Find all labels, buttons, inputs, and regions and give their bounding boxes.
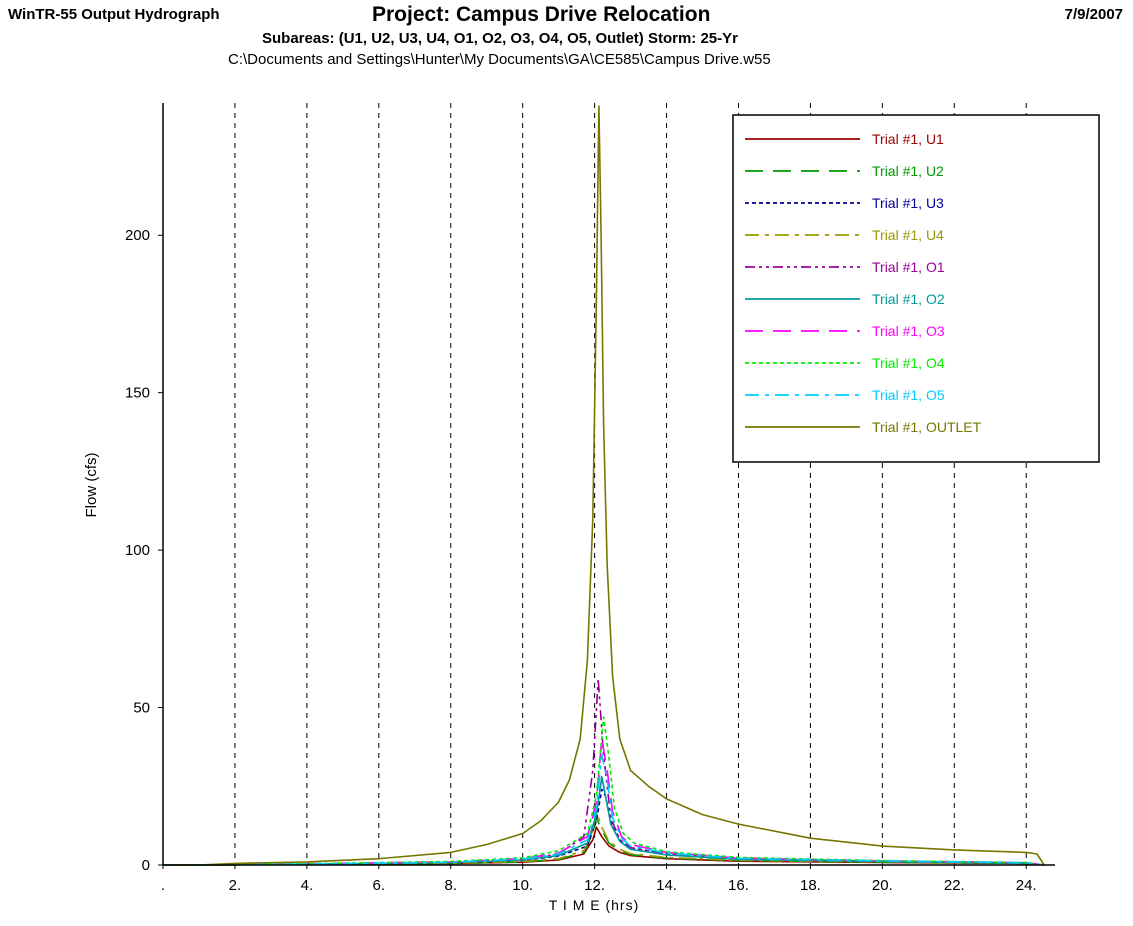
x-tick-label: 22. [944,877,965,894]
y-tick-label: 50 [133,700,150,717]
series-line-o4 [163,716,1045,866]
series-line-outlet [163,105,1045,866]
y-axis-label: Flow (cfs) [83,453,100,518]
y-tick-label: 150 [125,385,150,402]
x-tick-label: 14. [656,877,677,894]
legend-label: Trial #1, O1 [872,259,945,275]
x-tick-label: 24. [1016,877,1037,894]
app-title: WinTR-55 Output Hydrograph [8,6,220,23]
x-tick-label: 10. [512,877,533,894]
x-tick-label: 18. [800,877,821,894]
y-tick-label: 200 [125,227,150,244]
legend-box [732,114,1100,463]
series-line-u2 [163,816,1045,866]
report-date: 7/9/2007 [1064,6,1123,23]
legend-label: Trial #1, U2 [872,163,944,179]
legend-label: Trial #1, U3 [872,195,944,211]
x-tick-label: 20. [872,877,893,894]
x-tick-label: . [161,877,165,894]
x-tick-label: 6. [373,877,386,894]
x-tick-label: 12. [584,877,605,894]
tick-layer: . 2. 4. 6. 8. 10. 12. 14. 16. 18. 20. 22. 24. 0 50 100 1… [125,227,1037,894]
x-tick-label: 8. [444,877,457,894]
chart-subtitle: Subareas: (U1, U2, U3, U4, O1, O2, O3, O… [262,30,738,47]
x-tick-label: 2. [229,877,242,894]
series-line-o2 [163,775,1045,866]
legend-label: Trial #1, O2 [872,291,945,307]
x-tick-label: 16. [728,877,749,894]
legend-label: Trial #1, U4 [872,227,944,243]
series-line-o3 [163,738,1045,866]
series-line-u1 [163,826,1045,866]
y-tick-label: 0 [142,857,150,874]
series-line-u3 [163,788,1045,866]
project-title: Project: Campus Drive Relocation [372,3,711,26]
legend-label: Trial #1, OUTLET [872,419,982,435]
grid-layer [234,103,1027,865]
legend-label: Trial #1, O5 [872,387,945,403]
series-line-o5 [163,753,1045,866]
legend-label: Trial #1, O4 [872,355,945,371]
legend-label: Trial #1, O3 [872,323,945,339]
series-layer [163,105,1045,866]
series-line-o1 [163,678,1045,866]
x-tick-label: 4. [301,877,314,894]
y-tick-label: 100 [125,542,150,559]
legend-label: Trial #1, U1 [872,131,944,147]
legend: Trial #1, U1 Trial #1, U2 Trial #1, U3 Tria… [732,114,1100,463]
file-path: C:\Documents and Settings\Hunter\My Docu… [228,51,771,68]
x-axis-label: T I M E (hrs) [549,897,640,913]
